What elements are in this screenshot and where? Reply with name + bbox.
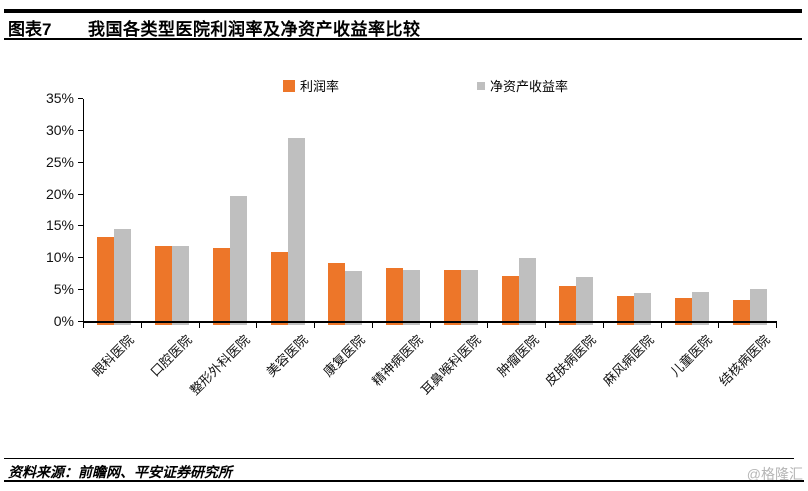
profit-bar[interactable]	[617, 295, 635, 325]
x-axis-tick	[776, 323, 777, 328]
chart-tag: 图表7	[8, 20, 52, 39]
watermark: @格隆汇	[746, 466, 803, 482]
x-axis-line	[83, 321, 777, 323]
profit-bar[interactable]	[443, 270, 461, 325]
header-divider	[4, 38, 802, 40]
x-axis-tick	[660, 323, 662, 328]
y-axis-tick-label: 30%	[45, 121, 74, 138]
roe-bar[interactable]	[172, 245, 190, 325]
y-axis-tick-label: 25%	[45, 153, 74, 170]
x-axis-tick	[314, 323, 315, 328]
x-axis-tick	[256, 323, 258, 328]
x-axis-tick	[198, 323, 200, 328]
legend-label: 利润率	[300, 79, 340, 94]
roe-bar[interactable]	[345, 271, 363, 325]
source-note: 资料来源：前瞻网、平安证券研究所	[8, 464, 232, 480]
profit-legend-swatch-icon	[283, 79, 295, 92]
x-axis-tick	[545, 323, 546, 328]
profit-bar[interactable]	[212, 248, 230, 325]
y-axis-tick	[78, 98, 83, 99]
roe-bar[interactable]	[518, 257, 536, 325]
y-axis-tick-label: 0%	[53, 313, 74, 329]
legend-item-roe: 净资产收益率	[477, 76, 568, 95]
y-axis-line	[83, 99, 84, 322]
x-axis-tick	[140, 323, 142, 328]
roe-bar[interactable]	[576, 277, 594, 325]
legend-item-profit: 利润率	[283, 76, 339, 95]
bar-chart: 0% 5% 10% 15% 20% 25% 30% 35% 眼科医院 口腔医院 整形外科医院 美容医院…	[45, 90, 777, 398]
roe-bar[interactable]	[634, 293, 652, 325]
y-axis-tick	[78, 193, 83, 195]
profit-bar[interactable]	[501, 276, 519, 325]
profit-bar[interactable]	[328, 263, 346, 325]
roe-bar[interactable]	[114, 228, 132, 325]
y-axis-tick-label: 20%	[45, 185, 74, 202]
y-axis-tick	[78, 257, 83, 259]
legend-label: 净资产收益率	[490, 79, 569, 94]
y-axis-tick-label: 10%	[45, 249, 74, 266]
roe-bar[interactable]	[229, 196, 247, 325]
y-axis-tick	[78, 129, 83, 131]
page-title: 我国各类型医院利润率及净资产收益率比较	[88, 20, 421, 39]
y-axis-tick-label: 35%	[45, 90, 74, 106]
profit-bar[interactable]	[270, 251, 288, 325]
bottom-rule	[4, 480, 804, 482]
roe-bar[interactable]	[749, 288, 767, 325]
x-axis-tick	[83, 323, 84, 328]
profit-bar[interactable]	[386, 267, 404, 325]
x-axis-tick	[602, 323, 604, 328]
x-axis-tick	[487, 323, 489, 328]
y-axis-tick	[78, 161, 83, 163]
profit-bar[interactable]	[559, 286, 577, 325]
x-axis-tick	[718, 323, 720, 328]
y-axis-tick-label: 5%	[53, 281, 74, 298]
roe-bar[interactable]	[403, 270, 421, 325]
x-axis-tick	[429, 323, 431, 328]
x-axis-tick	[371, 323, 373, 328]
profit-bar[interactable]	[97, 236, 115, 325]
top-rule	[4, 9, 802, 13]
roe-legend-swatch-icon	[477, 81, 485, 90]
roe-bar[interactable]	[460, 270, 478, 325]
y-axis-tick	[78, 225, 83, 227]
y-axis-tick	[78, 321, 83, 322]
roe-bar[interactable]	[287, 137, 305, 325]
profit-bar[interactable]	[732, 299, 750, 325]
roe-bar[interactable]	[691, 292, 709, 325]
y-axis-tick	[78, 289, 83, 291]
footer-divider	[4, 458, 794, 459]
y-axis-tick-label: 15%	[45, 217, 74, 234]
profit-bar[interactable]	[674, 297, 692, 325]
profit-bar[interactable]	[155, 245, 173, 325]
